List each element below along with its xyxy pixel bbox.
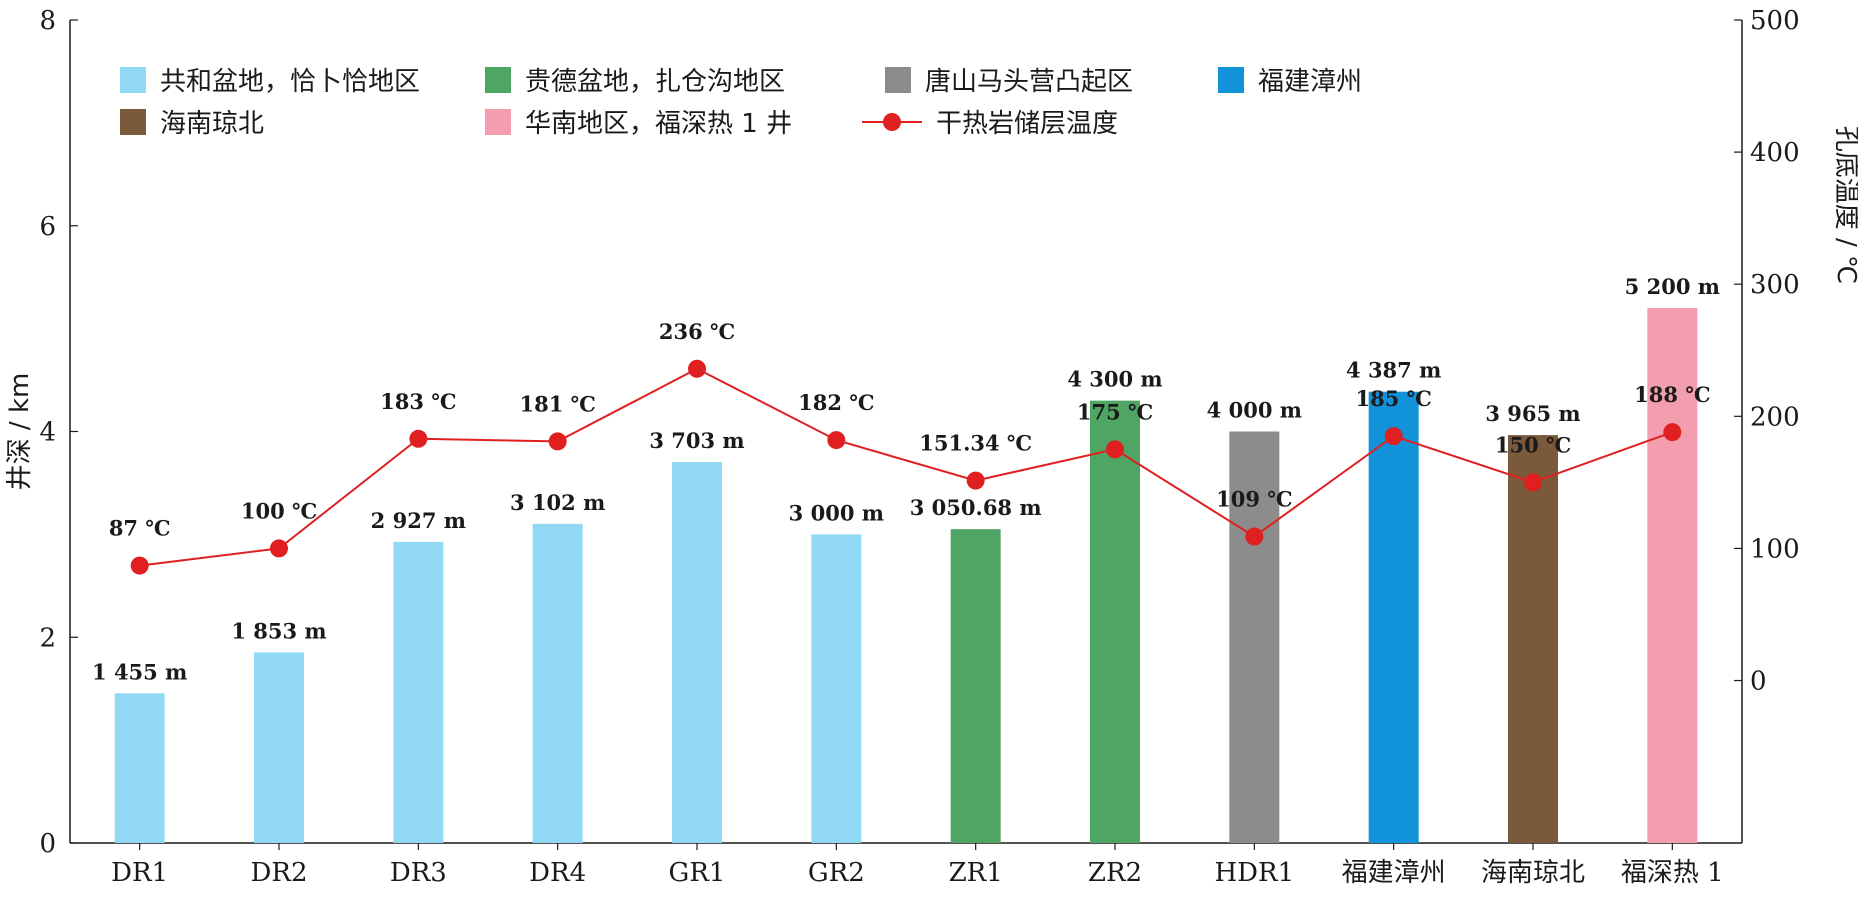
y-tick-label-right: 400 [1750, 138, 1800, 168]
y-tick-label-left: 2 [39, 623, 56, 653]
temperature-label: 185 ℃ [1356, 386, 1432, 411]
y-tick-label-right: 100 [1750, 534, 1800, 564]
temperature-label: 188 ℃ [1634, 382, 1710, 407]
temperature-point [1245, 527, 1264, 546]
x-tick-label: HDR1 [1215, 858, 1295, 888]
temperature-point [270, 539, 288, 558]
bar-label: 3 102 m [510, 490, 605, 515]
temperature-point [1384, 427, 1403, 446]
x-tick-label: GR1 [669, 858, 726, 888]
bar-ZR1 [950, 529, 1001, 843]
bar-label: 3 965 m [1485, 401, 1580, 426]
bar-DR4 [532, 523, 583, 843]
bar-DR2 [254, 652, 304, 843]
bar-海南琼北 [1508, 435, 1558, 843]
temperature-point [1106, 440, 1124, 459]
temperature-label: 181 ℃ [520, 391, 596, 416]
bar-GR1 [672, 462, 722, 843]
legend-swatch [885, 67, 911, 93]
legend-swatch [485, 109, 511, 135]
y-tick-label-left: 8 [39, 6, 56, 36]
x-tick-label: 福深热 1 [1621, 858, 1724, 888]
bar-DR3 [393, 541, 444, 843]
temperature-point [966, 471, 985, 490]
legend-label: 华南地区，福深热 1 井 [525, 109, 792, 139]
bar-HDR1 [1229, 431, 1280, 843]
temperature-label: 87 ℃ [109, 516, 171, 541]
bar-label: 4 000 m [1207, 398, 1302, 423]
legend-label: 唐山马头营凸起区 [925, 67, 1133, 97]
bar-GR2 [811, 534, 862, 843]
x-tick-label: GR2 [808, 858, 865, 888]
temperature-label: 100 ℃ [241, 498, 317, 523]
temperature-point [688, 359, 706, 378]
bar-福建漳州 [1368, 391, 1419, 843]
y-tick-label-left: 0 [39, 829, 56, 859]
x-tick-label: DR4 [529, 858, 586, 888]
y-tick-label-left: 4 [39, 418, 56, 448]
y-tick-label-right: 0 [1750, 667, 1767, 697]
temperature-point [1663, 423, 1682, 442]
y-tick-label-right: 200 [1750, 402, 1800, 432]
temperature-label: 109 ℃ [1216, 487, 1292, 512]
legend-label: 贵德盆地，扎仓沟地区 [525, 67, 785, 97]
y-axis-title-right: 孔底温度 / ℃ [1831, 126, 1858, 285]
bar-label: 3 703 m [649, 428, 744, 453]
temperature-point [1524, 473, 1542, 492]
temperature-label: 183 ℃ [380, 389, 456, 414]
x-tick-label: DR1 [111, 858, 168, 888]
temperature-label: 151.34 ℃ [919, 431, 1032, 456]
y-axis-title-left: 井深 / km [5, 373, 35, 491]
temperature-point [827, 431, 846, 450]
legend-label: 海南琼北 [160, 109, 264, 139]
legend-label: 干热岩储层温度 [936, 109, 1118, 139]
bar-label: 5 200 m [1625, 274, 1720, 299]
y-tick-label-left: 6 [39, 212, 56, 242]
legend-swatch [485, 67, 511, 93]
x-tick-label: DR2 [251, 858, 308, 888]
temperature-label: 182 ℃ [798, 390, 874, 415]
y-tick-label-right: 300 [1750, 270, 1800, 300]
legend-swatch [120, 109, 146, 135]
bar-label: 4 300 m [1067, 367, 1162, 392]
bar-label: 3 050.68 m [910, 495, 1042, 520]
temperature-label: 150 ℃ [1495, 432, 1571, 457]
temperature-label: 236 ℃ [659, 319, 735, 344]
x-tick-label: DR3 [390, 858, 447, 888]
bar-福深热 1 [1647, 308, 1698, 843]
bar-label: 1 853 m [231, 618, 326, 643]
y-tick-label-right: 500 [1750, 6, 1800, 36]
bar-label: 2 927 m [371, 508, 466, 533]
bar-label: 3 000 m [789, 500, 884, 525]
temperature-point [130, 556, 149, 575]
legend-marker [883, 113, 901, 131]
bar-label: 1 455 m [92, 659, 187, 684]
legend-label: 共和盆地，恰卜恰地区 [160, 67, 420, 97]
temperature-line [139, 367, 1673, 567]
x-tick-label: ZR1 [949, 858, 1003, 888]
x-tick-label: ZR2 [1088, 858, 1142, 888]
legend-label: 福建漳州 [1258, 67, 1362, 97]
legend-swatch [1218, 67, 1244, 93]
bar-label: 4 387 m [1346, 358, 1441, 383]
bar-DR1 [114, 693, 165, 843]
temperature-label: 175 ℃ [1077, 399, 1153, 424]
x-tick-label: 福建漳州 [1342, 858, 1446, 888]
legend-swatch [120, 67, 146, 93]
bar-ZR2 [1090, 400, 1140, 843]
temperature-point [409, 429, 428, 448]
x-tick-label: 海南琼北 [1481, 858, 1585, 888]
temperature-point [548, 432, 567, 451]
